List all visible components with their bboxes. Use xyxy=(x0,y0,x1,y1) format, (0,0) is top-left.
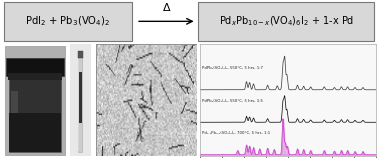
Text: PdPb₉(VO₄)₆I₂, 550°C, 5 hrs, 1:7: PdPb₉(VO₄)₆I₂, 550°C, 5 hrs, 1:7 xyxy=(201,66,263,70)
Text: Pd₀.₅Pb₉.₅(VO₄)₆I₂, 700°C, 5 hrs, 1:1: Pd₀.₅Pb₉.₅(VO₄)₆I₂, 700°C, 5 hrs, 1:1 xyxy=(201,131,270,135)
Bar xyxy=(4,2,132,41)
Bar xyxy=(8,73,62,80)
Text: Pd$_x$Pb$_{10-x}$(VO$_4$)$_6$I$_2$ + 1-x Pd: Pd$_x$Pb$_{10-x}$(VO$_4$)$_6$I$_2$ + 1-x… xyxy=(219,15,354,28)
Text: Δ: Δ xyxy=(163,3,170,13)
Text: PdI$_2$ + Pb$_3$(VO$_4$)$_2$: PdI$_2$ + Pb$_3$(VO$_4$)$_2$ xyxy=(25,15,111,28)
Bar xyxy=(78,53,82,152)
Bar xyxy=(11,91,17,147)
Bar xyxy=(198,2,374,41)
Bar xyxy=(9,76,61,152)
Bar xyxy=(79,72,82,123)
Bar xyxy=(9,113,61,152)
Text: PdPb₉(VO₄)₆I₂, 550°C, 5 hrs, 1:5: PdPb₉(VO₄)₆I₂, 550°C, 5 hrs, 1:5 xyxy=(201,99,263,103)
Bar xyxy=(6,58,64,76)
Bar xyxy=(78,51,83,58)
